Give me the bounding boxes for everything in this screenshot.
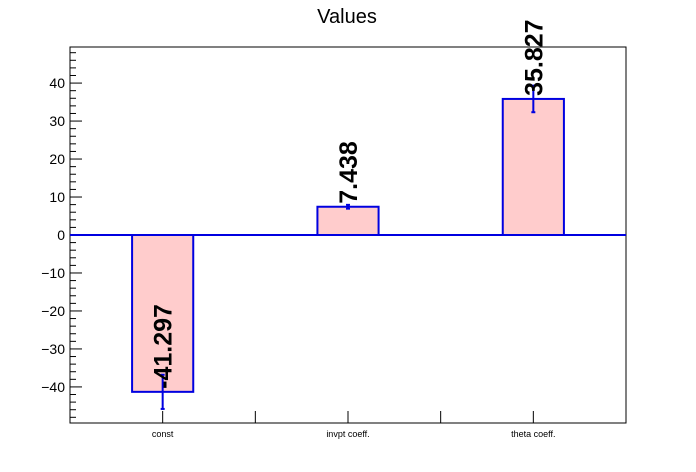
bar: [501, 97, 565, 236]
x-category-label: invpt coeff.: [326, 429, 369, 439]
data-label: -41.297: [150, 304, 178, 389]
y-tick-label: 10: [49, 189, 65, 205]
data-label: 7.438: [335, 141, 363, 204]
plot-area: −40 −30 −20 −10 0 10 20 30 40 const -41.297 invpt c…: [41, 19, 627, 439]
y-tick-label: −40: [41, 379, 65, 395]
y-tick-label: −10: [41, 265, 65, 281]
bar: [131, 234, 195, 393]
data-label: 35.827: [520, 19, 548, 95]
y-tick-label: 0: [57, 227, 65, 243]
y-tick-label: −20: [41, 303, 65, 319]
y-tick-label: 40: [49, 75, 65, 91]
y-tick-label: −30: [41, 341, 65, 357]
y-tick-label: 20: [49, 151, 65, 167]
chart-title: Values: [317, 6, 377, 28]
bar: [316, 205, 380, 236]
x-category-label: theta coeff.: [511, 429, 555, 439]
y-tick-label: 30: [49, 113, 65, 129]
x-category-label: const: [152, 429, 174, 439]
